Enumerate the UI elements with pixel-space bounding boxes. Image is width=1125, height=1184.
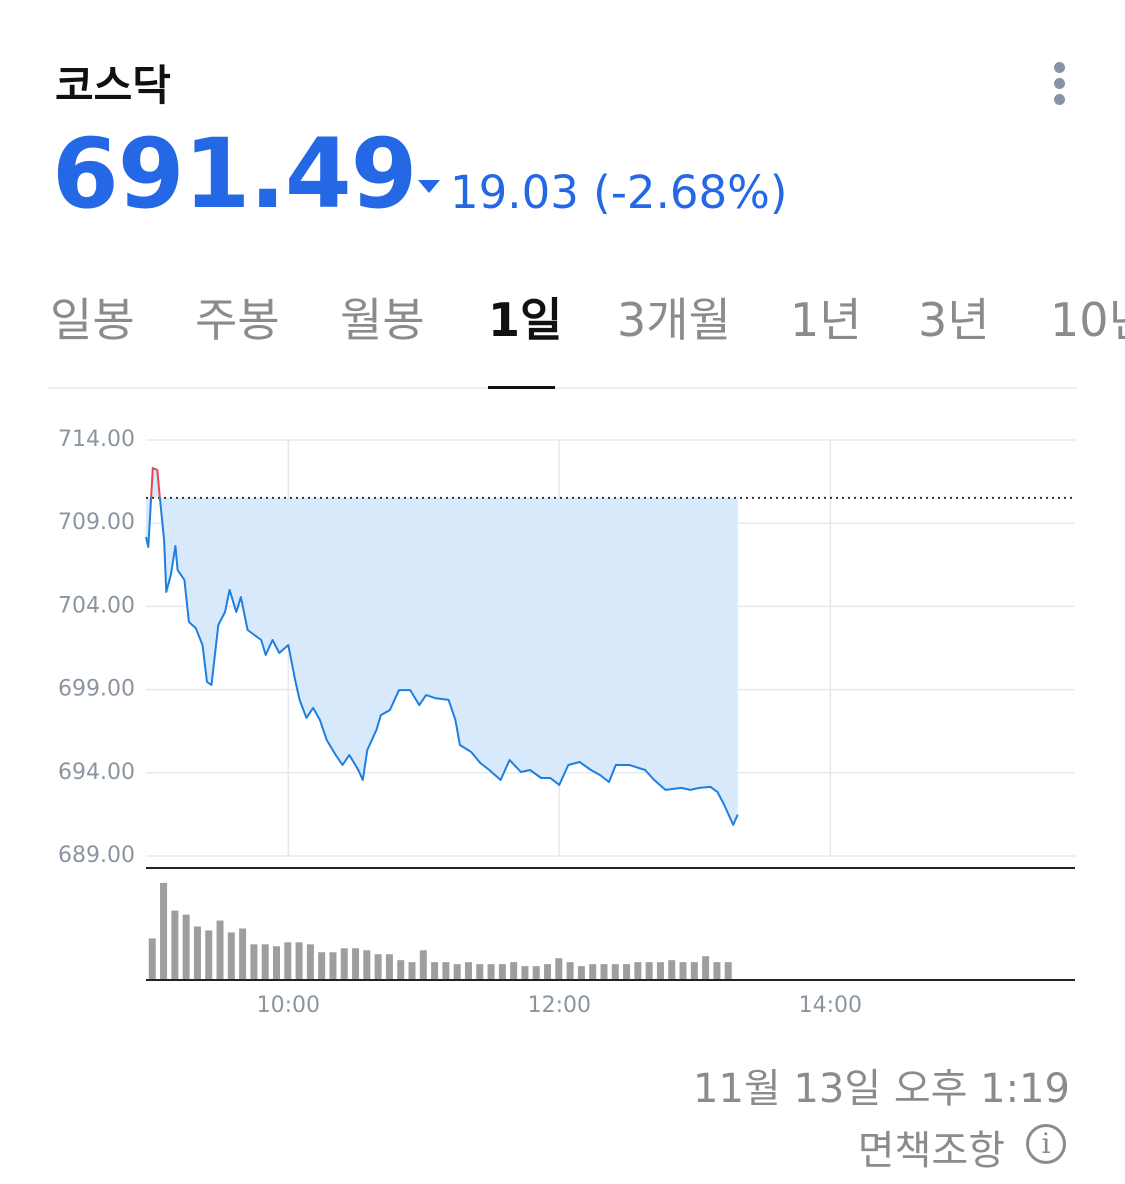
volume-bar <box>623 964 631 979</box>
volume-bar <box>690 962 698 979</box>
index-name: 코스닥 <box>55 61 171 110</box>
x-tick-label: 10:00 <box>257 993 320 1018</box>
volume-bar <box>397 960 405 979</box>
volume-bar <box>521 966 529 979</box>
volume-bar <box>295 942 303 979</box>
volume-bar <box>239 928 247 979</box>
volume-bar <box>668 960 676 979</box>
volume-bar <box>645 962 653 979</box>
tab[interactable]: 3개월 <box>617 293 731 347</box>
volume-bar <box>498 964 506 979</box>
volume-bar <box>182 914 190 979</box>
y-tick-label: 694.00 <box>58 760 135 785</box>
y-tick-label: 709.00 <box>58 510 135 535</box>
volume-bar <box>374 954 382 979</box>
tab[interactable]: 주봉 <box>195 293 280 347</box>
x-tick-label: 14:00 <box>799 993 862 1018</box>
volume-bar <box>679 962 687 979</box>
volume-bar <box>431 962 439 979</box>
volume-bar <box>600 964 608 979</box>
change: 19.03 (-2.68%) <box>450 166 787 219</box>
volume-bar <box>284 942 292 979</box>
volume-bar <box>487 964 495 979</box>
volume-bar <box>329 952 337 979</box>
y-tick-label: 714.00 <box>58 427 135 452</box>
more-menu[interactable] <box>1054 62 1066 106</box>
volume-bar <box>453 964 461 979</box>
tab[interactable]: 1일 <box>488 293 563 347</box>
volume-bar <box>216 920 224 979</box>
area-fill <box>146 468 738 825</box>
volume-bar <box>318 952 326 979</box>
volume-bar <box>205 930 213 979</box>
volume-bar <box>148 938 156 979</box>
price: 691.49 <box>52 118 417 230</box>
volume-bar <box>724 962 732 979</box>
volume-bar <box>544 964 552 979</box>
volume-bar <box>702 956 710 979</box>
info-icon[interactable]: i <box>1026 1124 1066 1164</box>
y-tick-label: 699.00 <box>58 677 135 702</box>
volume-bar <box>227 932 235 979</box>
volume-bar <box>476 964 484 979</box>
volume-bar <box>408 962 416 979</box>
down-arrow <box>418 180 440 193</box>
volume-bar <box>419 950 427 979</box>
tab[interactable]: 10년 <box>1050 293 1125 347</box>
volume-bar <box>250 944 258 979</box>
disclaimer[interactable]: 면책조항 <box>857 1128 1005 1174</box>
tab-separator <box>48 387 1077 389</box>
tab[interactable]: 월봉 <box>340 293 425 347</box>
y-tick-label: 704.00 <box>58 593 135 618</box>
volume-bar <box>160 882 168 979</box>
volume-bar <box>656 962 664 979</box>
volume-bar <box>261 944 269 979</box>
timestamp: 11월 13일 오후 1:19 <box>693 1066 1070 1112</box>
price-line <box>145 467 739 826</box>
tab[interactable]: 3년 <box>918 293 990 347</box>
volume-bar <box>611 964 619 979</box>
volume-bar <box>566 962 574 979</box>
volume-bar <box>442 962 450 979</box>
volume-bar <box>577 966 585 979</box>
volume-bar <box>510 962 518 979</box>
y-tick-label: 689.00 <box>58 843 135 868</box>
tab[interactable]: 일봉 <box>50 293 135 347</box>
volume-bar <box>340 948 348 979</box>
volume-bar <box>272 946 280 979</box>
volume-bar <box>352 948 360 979</box>
tab-underline <box>488 386 555 389</box>
volume-bar <box>171 910 179 979</box>
tab[interactable]: 1년 <box>790 293 862 347</box>
volume-bar <box>555 958 563 979</box>
volume-bar <box>363 950 371 979</box>
volume-bar <box>532 966 540 979</box>
volume-bar <box>589 964 597 979</box>
x-tick-label: 12:00 <box>528 993 591 1018</box>
volume-bar <box>634 962 642 979</box>
volume-bar <box>385 954 393 979</box>
change-percent: (-2.68%) <box>593 166 788 219</box>
volume-bar <box>464 962 472 979</box>
volume-bar <box>193 926 201 979</box>
change-value: 19.03 <box>450 166 579 219</box>
volume-bar <box>713 962 721 979</box>
volume-bar <box>306 944 314 979</box>
